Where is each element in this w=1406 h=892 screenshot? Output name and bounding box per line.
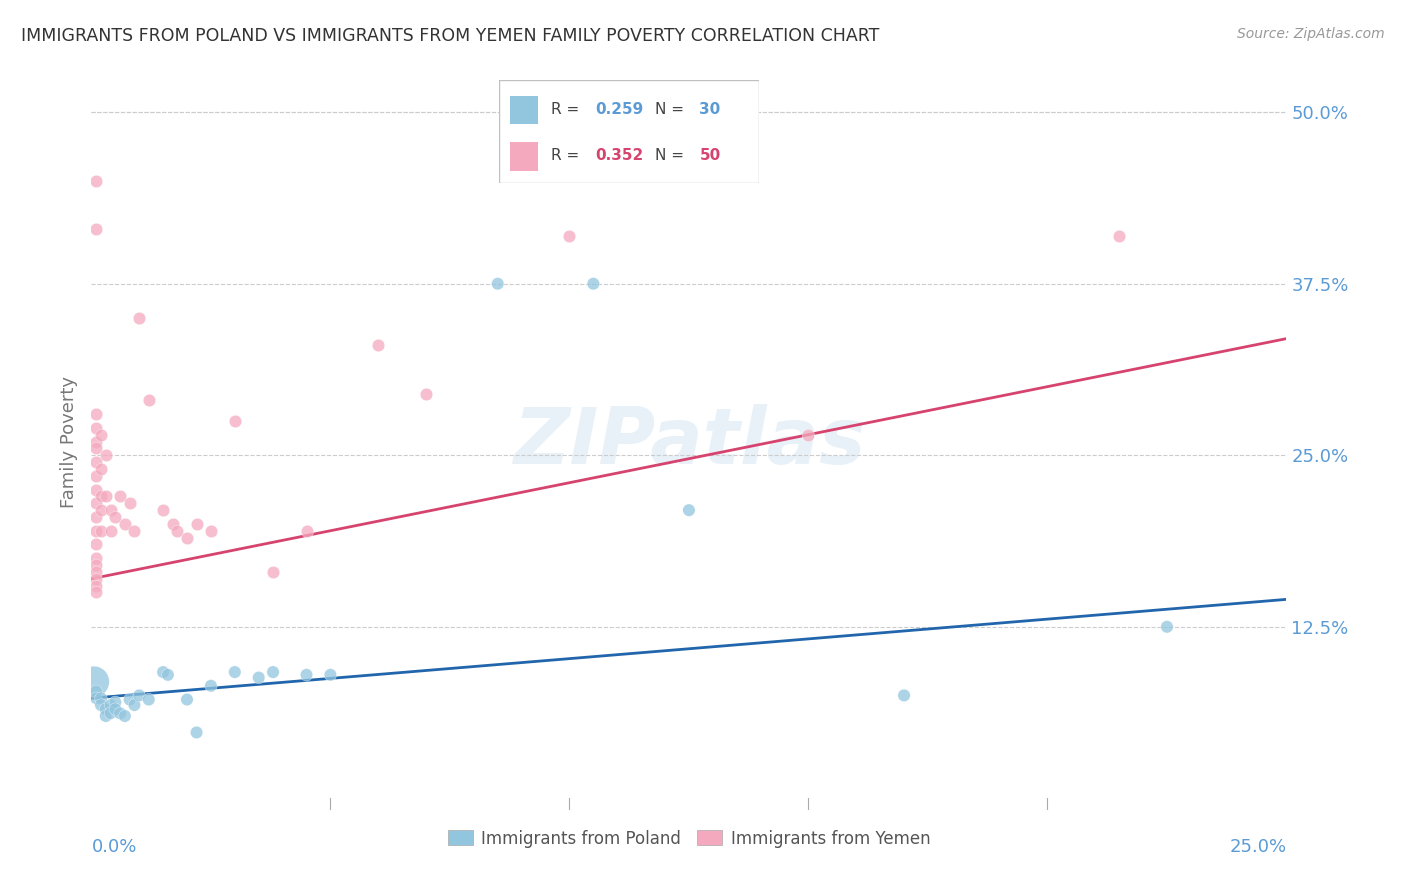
- Text: R =: R =: [551, 148, 585, 162]
- Point: [94, 709, 117, 723]
- Point: [1156, 620, 1178, 634]
- Point: [893, 689, 915, 703]
- Point: [84, 483, 107, 497]
- Point: [83, 674, 105, 689]
- Point: [415, 386, 437, 401]
- Text: 30: 30: [699, 102, 721, 117]
- Point: [367, 338, 389, 352]
- Point: [128, 311, 150, 326]
- Point: [124, 698, 146, 712]
- Point: [84, 691, 107, 706]
- Text: ZIPatlas: ZIPatlas: [513, 403, 865, 480]
- Point: [186, 516, 208, 531]
- Point: [84, 455, 107, 469]
- Point: [100, 524, 122, 538]
- Point: [84, 174, 107, 188]
- Legend: Immigrants from Poland, Immigrants from Yemen: Immigrants from Poland, Immigrants from …: [441, 823, 936, 855]
- Point: [200, 524, 222, 538]
- Point: [156, 668, 179, 682]
- Point: [84, 421, 107, 435]
- Point: [104, 695, 127, 709]
- Point: [100, 698, 122, 712]
- Point: [84, 468, 107, 483]
- Point: [84, 579, 107, 593]
- Text: IMMIGRANTS FROM POLAND VS IMMIGRANTS FROM YEMEN FAMILY POVERTY CORRELATION CHART: IMMIGRANTS FROM POLAND VS IMMIGRANTS FRO…: [21, 27, 880, 45]
- Point: [262, 565, 284, 579]
- Point: [84, 537, 107, 551]
- Text: R =: R =: [551, 102, 585, 117]
- Text: N =: N =: [655, 102, 689, 117]
- Point: [84, 551, 107, 566]
- Point: [247, 671, 270, 685]
- Text: 0.0%: 0.0%: [91, 838, 136, 855]
- Point: [84, 572, 107, 586]
- Point: [262, 665, 284, 679]
- Point: [152, 665, 174, 679]
- Point: [84, 510, 107, 524]
- Text: Source: ZipAtlas.com: Source: ZipAtlas.com: [1237, 27, 1385, 41]
- Point: [108, 706, 131, 721]
- Point: [104, 510, 127, 524]
- Point: [84, 585, 107, 599]
- Point: [84, 222, 107, 236]
- Point: [118, 692, 141, 706]
- Point: [90, 691, 112, 706]
- Point: [90, 524, 112, 538]
- Point: [90, 698, 112, 712]
- Point: [100, 706, 122, 721]
- Point: [186, 725, 208, 739]
- Point: [118, 496, 141, 510]
- Point: [319, 668, 342, 682]
- Point: [84, 524, 107, 538]
- Point: [152, 503, 174, 517]
- Point: [84, 407, 107, 421]
- Point: [486, 277, 509, 291]
- FancyBboxPatch shape: [499, 80, 759, 183]
- FancyBboxPatch shape: [509, 95, 538, 124]
- Point: [84, 496, 107, 510]
- Point: [224, 414, 246, 428]
- Point: [90, 490, 112, 504]
- Point: [176, 531, 198, 545]
- Point: [104, 702, 127, 716]
- Point: [94, 448, 117, 462]
- Point: [678, 503, 700, 517]
- Point: [90, 427, 112, 442]
- Point: [108, 490, 131, 504]
- Point: [1108, 228, 1130, 243]
- Point: [84, 684, 107, 698]
- Point: [166, 524, 188, 538]
- Point: [138, 393, 160, 408]
- Text: 0.259: 0.259: [595, 102, 644, 117]
- Text: 50: 50: [699, 148, 721, 162]
- Point: [84, 442, 107, 456]
- FancyBboxPatch shape: [509, 142, 538, 170]
- Point: [162, 516, 184, 531]
- Point: [138, 692, 160, 706]
- Point: [558, 228, 581, 243]
- Point: [200, 679, 222, 693]
- Y-axis label: Family Poverty: Family Poverty: [59, 376, 77, 508]
- Text: 0.352: 0.352: [595, 148, 644, 162]
- Point: [295, 524, 318, 538]
- Point: [114, 709, 136, 723]
- Text: N =: N =: [655, 148, 689, 162]
- Point: [84, 434, 107, 449]
- Point: [224, 665, 246, 679]
- Point: [90, 503, 112, 517]
- Point: [114, 516, 136, 531]
- Point: [124, 524, 146, 538]
- Point: [84, 558, 107, 572]
- Point: [94, 490, 117, 504]
- Point: [94, 702, 117, 716]
- Point: [797, 427, 820, 442]
- Text: 25.0%: 25.0%: [1229, 838, 1286, 855]
- Point: [582, 277, 605, 291]
- Point: [90, 462, 112, 476]
- Point: [176, 692, 198, 706]
- Point: [295, 668, 318, 682]
- Point: [128, 689, 150, 703]
- Point: [84, 565, 107, 579]
- Point: [100, 503, 122, 517]
